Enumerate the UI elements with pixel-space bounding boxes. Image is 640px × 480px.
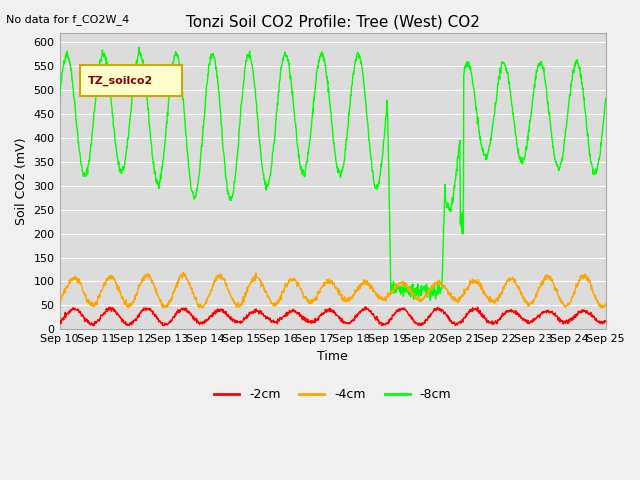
Legend: -2cm, -4cm, -8cm: -2cm, -4cm, -8cm [209, 383, 456, 406]
X-axis label: Time: Time [317, 350, 348, 363]
Text: No data for f_CO2W_4: No data for f_CO2W_4 [6, 14, 130, 25]
Y-axis label: Soil CO2 (mV): Soil CO2 (mV) [15, 137, 28, 225]
Text: TZ_soilco2: TZ_soilco2 [88, 75, 154, 85]
Title: Tonzi Soil CO2 Profile: Tree (West) CO2: Tonzi Soil CO2 Profile: Tree (West) CO2 [186, 15, 479, 30]
